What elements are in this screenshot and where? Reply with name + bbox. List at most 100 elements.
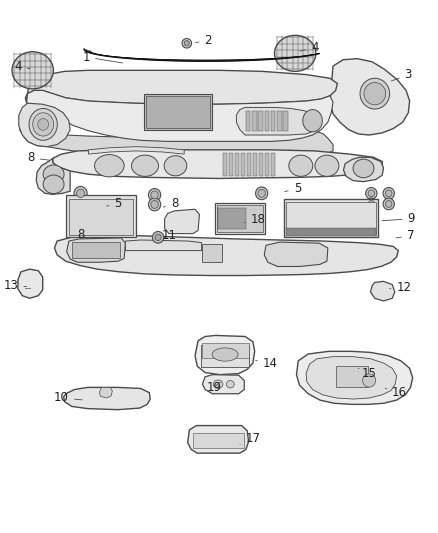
Bar [258, 111, 263, 131]
Polygon shape [125, 240, 201, 251]
Ellipse shape [385, 190, 392, 197]
Polygon shape [187, 425, 249, 453]
Polygon shape [19, 103, 70, 147]
Ellipse shape [43, 165, 64, 183]
Ellipse shape [226, 381, 234, 388]
Ellipse shape [364, 83, 386, 105]
Text: 8: 8 [77, 228, 88, 241]
Polygon shape [84, 49, 319, 61]
Ellipse shape [152, 231, 164, 243]
Bar [336, 366, 368, 387]
Polygon shape [237, 108, 319, 135]
Ellipse shape [303, 110, 322, 132]
Text: 4: 4 [300, 41, 318, 54]
Bar [277, 111, 282, 131]
Ellipse shape [77, 189, 85, 198]
Polygon shape [297, 351, 413, 405]
Bar [215, 203, 265, 233]
Text: 7: 7 [396, 229, 414, 242]
Ellipse shape [148, 198, 161, 211]
Bar [259, 153, 263, 176]
Bar [265, 111, 269, 131]
Polygon shape [264, 242, 328, 266]
Ellipse shape [155, 234, 161, 240]
Ellipse shape [33, 113, 53, 136]
Bar [284, 199, 378, 237]
Ellipse shape [368, 200, 374, 207]
Text: 11: 11 [162, 229, 177, 242]
Ellipse shape [366, 188, 377, 199]
Ellipse shape [182, 38, 191, 48]
Polygon shape [25, 70, 337, 104]
Text: 19: 19 [206, 381, 221, 394]
Text: 5: 5 [106, 197, 122, 211]
Text: 14: 14 [256, 357, 278, 369]
Ellipse shape [366, 198, 377, 210]
Text: 8: 8 [163, 197, 178, 211]
Ellipse shape [289, 155, 313, 176]
Polygon shape [36, 158, 70, 195]
Bar [69, 199, 133, 235]
Ellipse shape [95, 155, 124, 177]
Bar [283, 111, 288, 131]
Polygon shape [343, 157, 384, 182]
Ellipse shape [212, 348, 238, 361]
Ellipse shape [255, 187, 268, 200]
Bar [235, 153, 239, 176]
Ellipse shape [383, 188, 394, 199]
Ellipse shape [383, 198, 394, 210]
Ellipse shape [148, 189, 161, 201]
Bar [72, 242, 120, 258]
Ellipse shape [29, 109, 57, 140]
Bar [265, 153, 269, 176]
Text: 8: 8 [27, 151, 49, 164]
Bar [271, 153, 275, 176]
Polygon shape [195, 335, 254, 375]
Bar [246, 111, 251, 131]
Ellipse shape [151, 200, 158, 208]
Ellipse shape [353, 159, 374, 177]
Polygon shape [330, 59, 410, 135]
Bar [247, 153, 251, 176]
Ellipse shape [385, 200, 392, 207]
Ellipse shape [184, 41, 189, 46]
Bar [253, 153, 257, 176]
Polygon shape [64, 387, 150, 410]
Bar [286, 228, 376, 236]
Polygon shape [18, 269, 43, 298]
Bar [217, 205, 262, 231]
Polygon shape [54, 236, 398, 276]
Polygon shape [67, 238, 125, 262]
Ellipse shape [12, 52, 53, 89]
Ellipse shape [77, 200, 85, 208]
Text: 17: 17 [240, 432, 261, 446]
Polygon shape [165, 209, 199, 233]
Polygon shape [53, 150, 382, 179]
Text: 15: 15 [358, 367, 377, 380]
Polygon shape [20, 118, 333, 158]
Bar [193, 433, 244, 448]
Bar [144, 94, 212, 130]
Bar [201, 345, 250, 367]
Ellipse shape [164, 156, 187, 176]
Bar [286, 202, 376, 235]
Ellipse shape [43, 175, 64, 193]
Bar [201, 343, 249, 358]
Text: 5: 5 [285, 182, 301, 195]
Ellipse shape [213, 380, 223, 389]
Text: 9: 9 [382, 212, 415, 225]
Polygon shape [88, 147, 184, 154]
Bar [271, 111, 276, 131]
Ellipse shape [315, 155, 339, 176]
Text: 12: 12 [390, 281, 411, 294]
Ellipse shape [368, 190, 374, 197]
Text: 13: 13 [4, 279, 27, 292]
Text: 10: 10 [54, 392, 82, 405]
Ellipse shape [258, 189, 265, 197]
Bar [241, 153, 245, 176]
Polygon shape [99, 387, 113, 398]
Bar [223, 153, 227, 176]
Polygon shape [27, 91, 333, 141]
Bar [146, 96, 210, 127]
Text: 2: 2 [196, 34, 212, 46]
